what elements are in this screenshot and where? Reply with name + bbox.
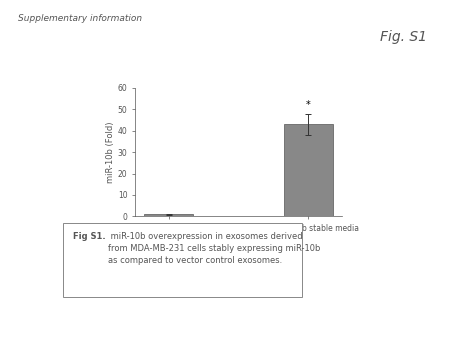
Bar: [284, 124, 333, 216]
Text: *: *: [306, 100, 310, 110]
Bar: [144, 214, 193, 216]
Text: Supplementary information: Supplementary information: [18, 14, 142, 23]
Y-axis label: miR-10b (Fold): miR-10b (Fold): [106, 121, 115, 183]
Text: Fig S1.: Fig S1.: [72, 232, 105, 241]
Text: miR-10b overexpression in exosomes derived
from MDA-MB-231 cells stably expressi: miR-10b overexpression in exosomes deriv…: [108, 232, 321, 265]
FancyBboxPatch shape: [63, 223, 302, 297]
Text: Fig. S1: Fig. S1: [381, 30, 428, 44]
